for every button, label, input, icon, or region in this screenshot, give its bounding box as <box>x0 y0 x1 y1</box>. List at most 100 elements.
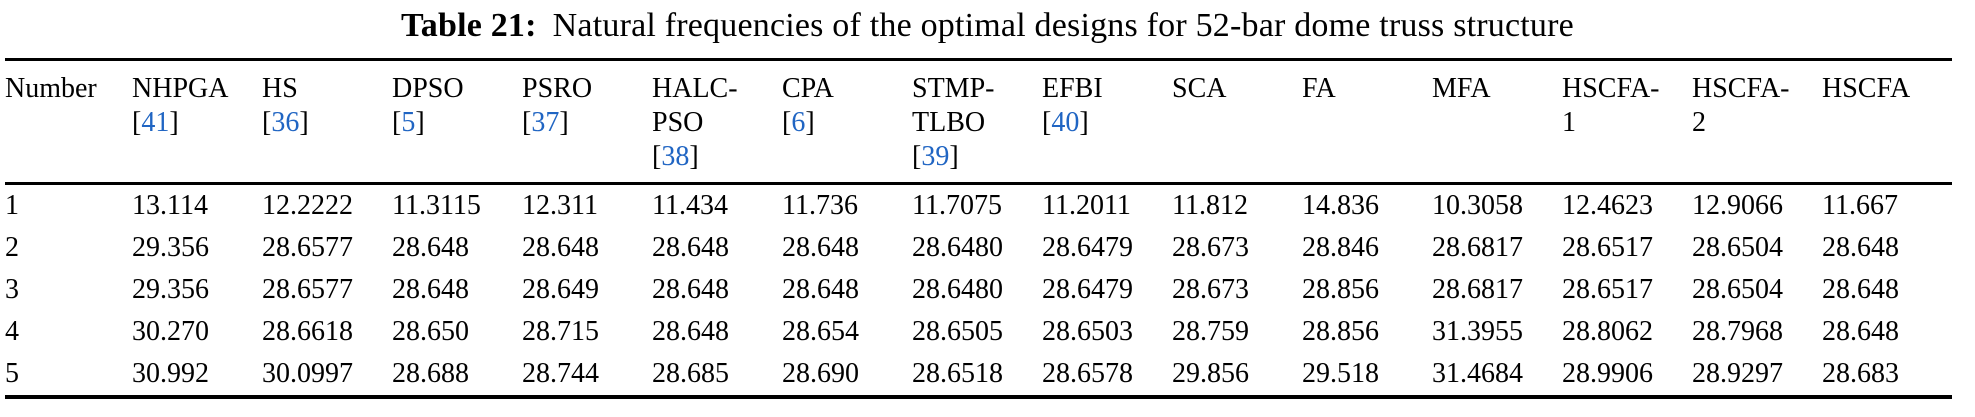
frequency-value-cell: 12.2222 <box>262 190 353 221</box>
column-header-line: CPA <box>782 73 834 104</box>
frequency-value-cell: 28.648 <box>392 232 469 263</box>
column-header-citation: [38] <box>652 140 778 174</box>
table-row: 2 29.356 28.6577 28.648 28.648 28.648 28.648 28… <box>5 227 1952 269</box>
frequency-value-cell: 28.6517 <box>1562 232 1653 263</box>
row-number-cell: 5 <box>5 358 19 389</box>
frequency-value-cell: 28.6480 <box>912 274 1003 305</box>
citation-bracket-close: ] <box>689 141 699 173</box>
citation-bracket-close: ] <box>805 107 815 139</box>
column-header-line: NHPGA <box>132 73 229 104</box>
column-header-line: PSRO <box>522 73 593 104</box>
citation-bracket-open: [ <box>912 141 922 173</box>
frequency-value-cell: 28.6517 <box>1562 274 1653 305</box>
citation-link[interactable]: 37 <box>531 107 560 139</box>
frequency-value-cell: 28.648 <box>392 274 469 305</box>
column-header: HALC- PSO [38] <box>652 59 782 185</box>
frequency-value-cell: 28.654 <box>782 316 859 347</box>
column-header-line: 2 <box>1692 107 1706 139</box>
column-header-line: SCA <box>1172 73 1227 104</box>
column-header-line: Number <box>5 73 97 104</box>
frequency-value-cell: 28.648 <box>782 274 859 305</box>
column-header-line: STMP- <box>912 73 995 104</box>
column-header-citation: [6] <box>782 106 908 140</box>
frequency-value-cell: 28.688 <box>392 358 469 389</box>
citation-link[interactable]: 38 <box>661 141 690 173</box>
citation-bracket-open: [ <box>132 107 142 139</box>
frequency-value-cell: 28.856 <box>1302 316 1379 347</box>
column-header-line: 1 <box>1562 107 1576 139</box>
frequency-value-cell: 28.648 <box>782 232 859 263</box>
frequency-value-cell: 28.648 <box>652 274 729 305</box>
column-header-line: HSCFA- <box>1562 73 1660 104</box>
frequency-value-cell: 28.648 <box>1822 274 1899 305</box>
frequency-value-cell: 28.7968 <box>1692 316 1783 347</box>
frequency-value-cell: 13.114 <box>132 190 208 221</box>
citation-bracket-open: [ <box>392 107 402 139</box>
frequency-value-cell: 31.3955 <box>1432 316 1523 347</box>
frequency-value-cell: 28.6480 <box>912 232 1003 263</box>
frequency-value-cell: 11.7075 <box>912 190 1002 221</box>
frequency-value-cell: 29.356 <box>132 232 209 263</box>
table-row: 5 30.992 30.0997 28.688 28.744 28.685 28.690 28… <box>5 353 1952 397</box>
citation-link[interactable]: 39 <box>921 141 950 173</box>
column-header-citation: [37] <box>522 106 648 140</box>
column-header: HSCFA- 2 <box>1692 59 1822 185</box>
frequency-value-cell: 28.690 <box>782 358 859 389</box>
frequency-value-cell: 28.9906 <box>1562 358 1653 389</box>
frequency-value-cell: 11.812 <box>1172 190 1248 221</box>
citation-link[interactable]: 6 <box>791 107 806 139</box>
frequency-value-cell: 28.673 <box>1172 274 1249 305</box>
frequency-value-cell: 30.992 <box>132 358 209 389</box>
table-row: 3 29.356 28.6577 28.648 28.649 28.648 28.648 28… <box>5 269 1952 311</box>
frequency-value-cell: 11.2011 <box>1042 190 1131 221</box>
citation-bracket-close: ] <box>559 107 569 139</box>
frequency-value-cell: 30.270 <box>132 316 209 347</box>
table-caption-text: Natural frequencies of the optimal desig… <box>552 7 1574 44</box>
frequency-value-cell: 30.0997 <box>262 358 353 389</box>
frequency-value-cell: 28.759 <box>1172 316 1249 347</box>
frequency-value-cell: 28.6578 <box>1042 358 1133 389</box>
frequency-value-cell: 14.836 <box>1302 190 1379 221</box>
frequency-value-cell: 28.6503 <box>1042 316 1133 347</box>
citation-link[interactable]: 36 <box>271 107 300 139</box>
frequency-value-cell: 28.648 <box>522 232 599 263</box>
column-header: HS [36] <box>262 59 392 185</box>
column-header: DPSO [5] <box>392 59 522 185</box>
frequency-value-cell: 28.6577 <box>262 232 353 263</box>
column-header: HSCFA- 1 <box>1562 59 1692 185</box>
citation-link[interactable]: 41 <box>141 107 170 139</box>
column-header: STMP- TLBO [39] <box>912 59 1042 185</box>
column-header: NHPGA [41] <box>132 59 262 185</box>
frequency-value-cell: 28.6504 <box>1692 232 1783 263</box>
frequency-value-cell: 28.6504 <box>1692 274 1783 305</box>
header-row: Number NHPGA [41] HS [36] DPSO [5] PSRO [37] HALC… <box>5 59 1952 185</box>
frequency-value-cell: 28.683 <box>1822 358 1899 389</box>
citation-bracket-close: ] <box>949 141 959 173</box>
column-header: EFBI [40] <box>1042 59 1172 185</box>
frequency-value-cell: 28.648 <box>1822 232 1899 263</box>
column-header-line: TLBO <box>912 107 986 139</box>
citation-link[interactable]: 40 <box>1051 107 1080 139</box>
frequency-value-cell: 28.9297 <box>1692 358 1783 389</box>
column-header-line: FA <box>1302 73 1336 104</box>
row-number-cell: 3 <box>5 274 19 305</box>
column-header-citation: [5] <box>392 106 518 140</box>
frequency-value-cell: 28.648 <box>652 232 729 263</box>
citation-link[interactable]: 5 <box>401 107 416 139</box>
frequency-value-cell: 12.9066 <box>1692 190 1783 221</box>
column-header: HSCFA <box>1822 59 1952 185</box>
frequency-value-cell: 28.6505 <box>912 316 1003 347</box>
column-header: Number <box>5 59 132 185</box>
column-header-line: HALC- <box>652 73 738 104</box>
frequency-value-cell: 28.6577 <box>262 274 353 305</box>
table-caption: Table 21: Natural frequencies of the opti… <box>0 0 1975 45</box>
column-header-citation: [40] <box>1042 106 1168 140</box>
frequency-value-cell: 28.649 <box>522 274 599 305</box>
frequency-value-cell: 28.6618 <box>262 316 353 347</box>
frequency-value-cell: 12.4623 <box>1562 190 1653 221</box>
citation-bracket-close: ] <box>415 107 425 139</box>
frequency-value-cell: 28.715 <box>522 316 599 347</box>
frequency-value-cell: 28.648 <box>652 316 729 347</box>
column-header-citation: [41] <box>132 106 258 140</box>
column-header-line: PSO <box>652 107 704 139</box>
